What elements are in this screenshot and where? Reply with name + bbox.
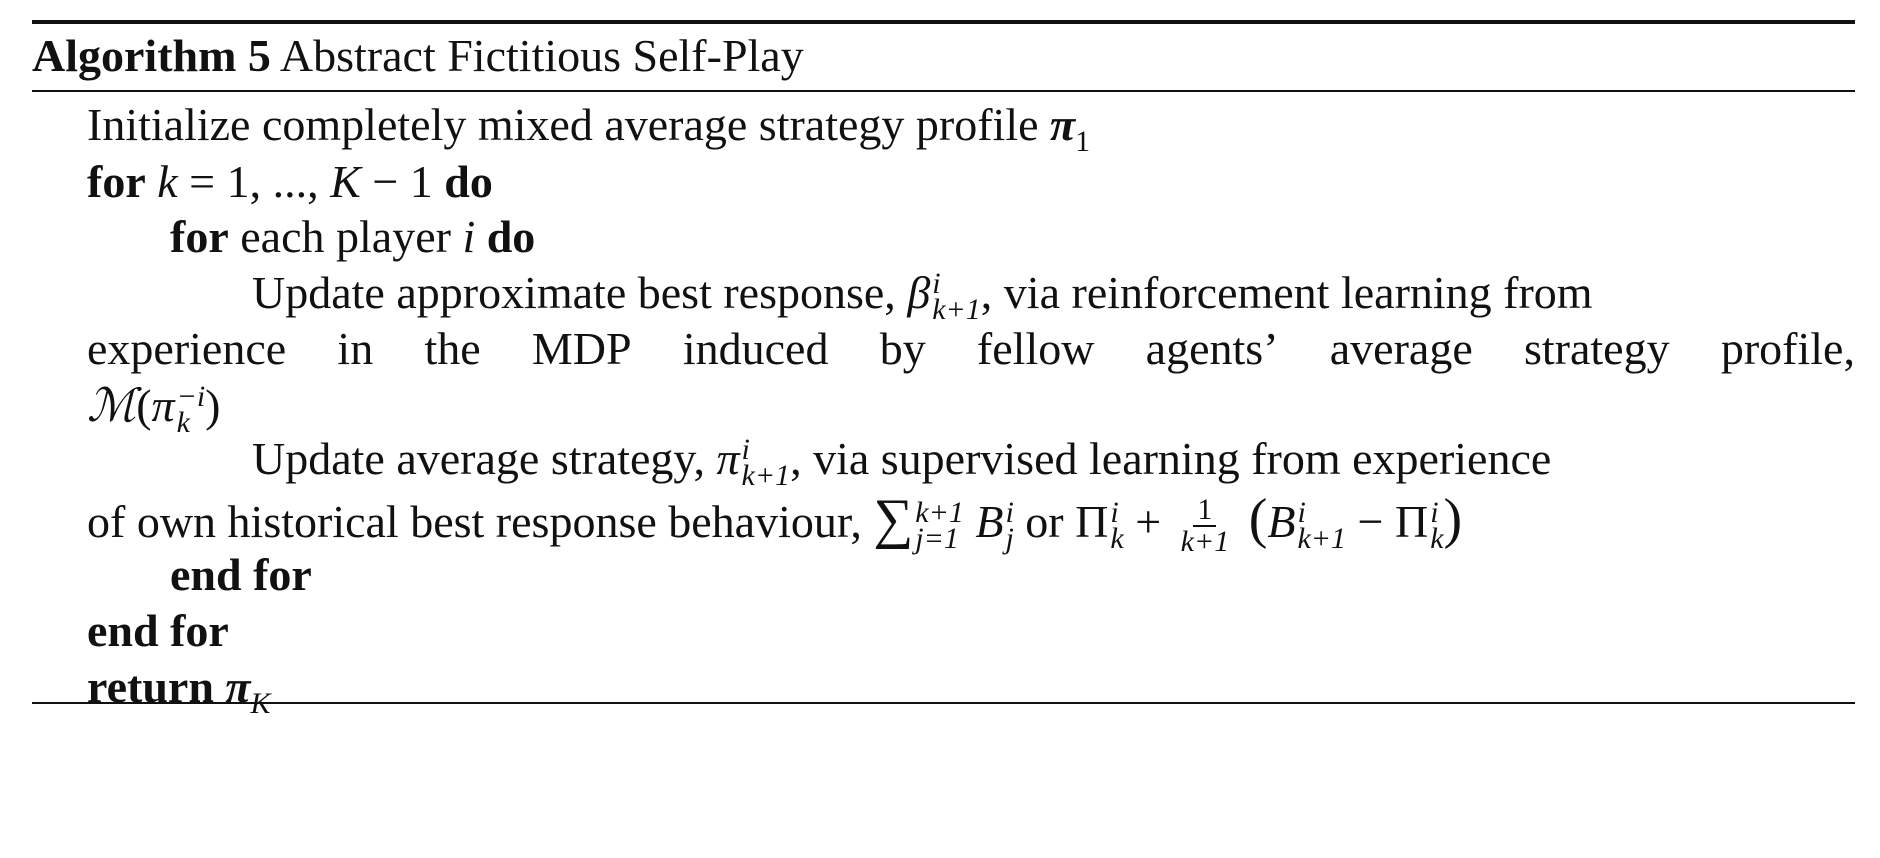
outer-loop-var: k	[157, 156, 178, 207]
outer-loop-range: = 1, ...,	[177, 156, 331, 207]
sum-symbol: ∑	[873, 488, 914, 550]
Pi-symbol: Π	[1075, 496, 1109, 547]
init-symbol-sub: 1	[1075, 125, 1091, 158]
sum-upper: k+1	[915, 496, 964, 530]
br-word: the	[424, 323, 481, 374]
line-initialize: Initialize completely mixed average stra…	[87, 94, 1855, 158]
B2-sup: i	[1297, 496, 1306, 530]
Pi2-sup: i	[1430, 496, 1439, 530]
br-scripts: i k+1	[932, 267, 981, 327]
avg-sub: k+1	[741, 459, 791, 493]
line-mdp-expression: ℳ(π −i k)	[87, 374, 1855, 440]
br-word: by	[879, 323, 926, 374]
line-end-outer-for: end for	[87, 600, 1855, 662]
init-symbol: π	[1050, 99, 1076, 150]
line-average-strategy: Update average strategy, π i k+1, via supe…	[252, 428, 1855, 493]
mdp-scripts: −i k	[176, 380, 206, 440]
br-word: strategy	[1523, 323, 1670, 374]
frac-den: k+1	[1180, 525, 1230, 559]
minus-sign: −	[1357, 496, 1384, 547]
B-symbol: B	[975, 496, 1004, 547]
br-word: fellow	[976, 323, 1095, 374]
line-best-response-cont: experience in the MDP induced by fellow …	[87, 318, 1855, 380]
bottom-rule	[32, 702, 1855, 704]
return-keyword: return	[87, 661, 214, 712]
inner-loop-var: i	[462, 211, 476, 262]
br-word: in	[337, 323, 374, 374]
inner-loop-text: each player	[240, 211, 451, 262]
Pi2-sub: k	[1430, 522, 1444, 556]
algorithm-box: Algorithm 5 Abstract Fictitious Self-Pla…	[32, 20, 1855, 846]
mdp-close-paren: )	[205, 380, 221, 431]
open-paren: (	[1248, 488, 1268, 550]
plus-sign: +	[1135, 496, 1162, 547]
algorithm-label: Algorithm 5	[32, 30, 271, 81]
do-keyword: do	[444, 156, 493, 207]
br-word: average	[1329, 323, 1473, 374]
do-keyword: do	[486, 211, 536, 262]
frac-num: 1	[1193, 495, 1217, 528]
br-sup: i	[932, 267, 941, 301]
line-best-response: Update approximate best response, β i k+1,…	[252, 262, 1855, 327]
avg-sup: i	[741, 433, 750, 467]
fraction: 1 k+1	[1177, 495, 1234, 557]
br-text-2: , via reinforcement learning from	[980, 267, 1593, 318]
or-text: or	[1025, 496, 1064, 547]
caption-rule	[32, 90, 1855, 92]
algorithm-title: Abstract Fictitious Self-Play	[279, 30, 804, 81]
br-word: agents’	[1145, 323, 1279, 374]
B2-symbol: B	[1267, 496, 1296, 547]
avg-symbol: π	[716, 433, 740, 484]
br-sub: k+1	[932, 293, 981, 327]
Pi-sup: i	[1110, 496, 1119, 530]
br-symbol: β	[907, 267, 931, 318]
algorithm-caption: Algorithm 5 Abstract Fictitious Self-Pla…	[32, 26, 804, 86]
avg-text-1: Update average strategy,	[252, 433, 705, 484]
line-return: return πK	[87, 656, 1855, 719]
line-outer-for: for k = 1, ..., K − 1 do	[87, 151, 1855, 213]
outer-loop-minus: − 1	[360, 156, 433, 207]
sum-lower: j=1	[915, 522, 959, 556]
line-inner-for: for each player i do	[170, 206, 1855, 268]
avg-cont-text: of own historical best response behaviou…	[87, 496, 862, 547]
avg-scripts: i k+1	[741, 433, 791, 493]
top-rule	[32, 20, 1855, 24]
br-word: induced	[682, 323, 829, 374]
for-keyword: for	[170, 211, 229, 262]
sum-limits: k+1 j=1	[915, 496, 964, 556]
outer-loop-end: K	[330, 156, 361, 207]
br-text-1: Update approximate best response,	[252, 267, 896, 318]
Pi2-symbol: Π	[1394, 496, 1429, 547]
br-word: experience	[87, 323, 287, 374]
mdp-sub: k	[176, 406, 190, 440]
B2-scripts: i k+1	[1297, 496, 1347, 556]
init-text: Initialize completely mixed average stra…	[87, 99, 1039, 150]
for-keyword: for	[87, 156, 146, 207]
mdp-sup: −i	[176, 380, 206, 414]
br-word: profile,	[1720, 323, 1855, 374]
B-sup: i	[1005, 496, 1014, 530]
line-end-inner-for: end for	[170, 544, 1855, 606]
end-for-keyword: end for	[170, 549, 312, 600]
br-word: MDP	[531, 323, 632, 374]
return-symbol: π	[225, 661, 251, 712]
line-average-strategy-cont: of own historical best response behaviou…	[87, 488, 1855, 557]
end-for-keyword: end for	[87, 605, 229, 656]
mdp-open-paren: (	[136, 380, 152, 431]
avg-text-2: , via supervised learning from experienc…	[790, 433, 1552, 484]
Pi-sub: k	[1110, 522, 1124, 556]
B2-sub: k+1	[1297, 522, 1347, 556]
mdp-symbol: ℳ	[87, 378, 137, 432]
B-sub: j	[1005, 522, 1014, 556]
close-paren: )	[1443, 488, 1463, 550]
mdp-pi: π	[151, 380, 175, 431]
